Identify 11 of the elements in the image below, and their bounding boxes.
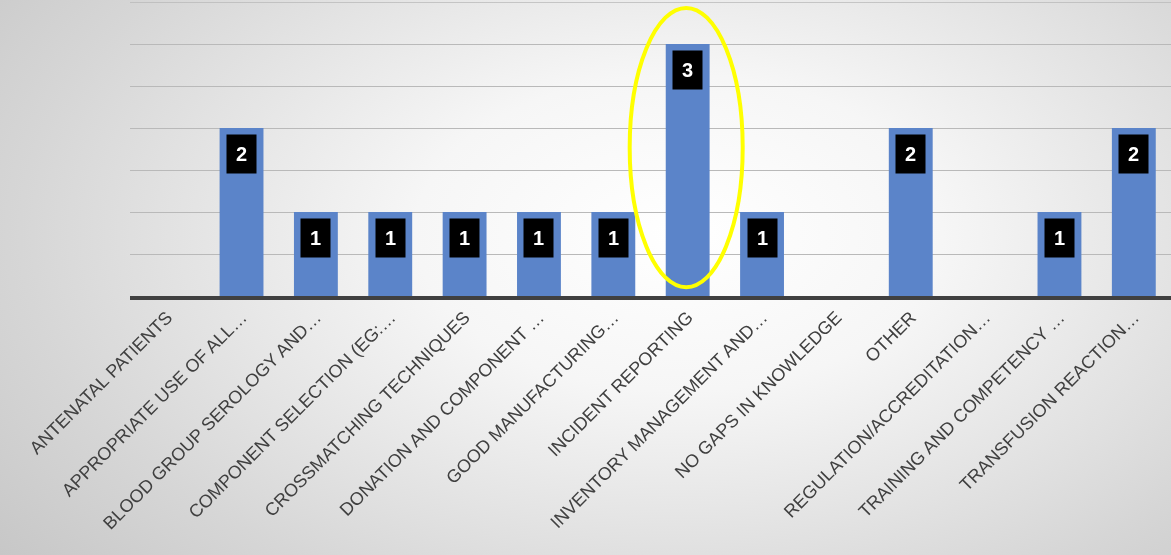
data-label: 3 [681,59,694,81]
data-label: 1 [756,227,769,249]
data-label: 2 [904,143,917,165]
data-label: 1 [384,227,397,249]
data-label: 1 [532,227,545,249]
data-label: 1 [309,227,322,249]
data-label: 1 [458,227,471,249]
data-label: 1 [1053,227,1066,249]
data-label: 2 [235,143,248,165]
data-label: 2 [1127,143,1140,165]
data-label: 1 [607,227,620,249]
